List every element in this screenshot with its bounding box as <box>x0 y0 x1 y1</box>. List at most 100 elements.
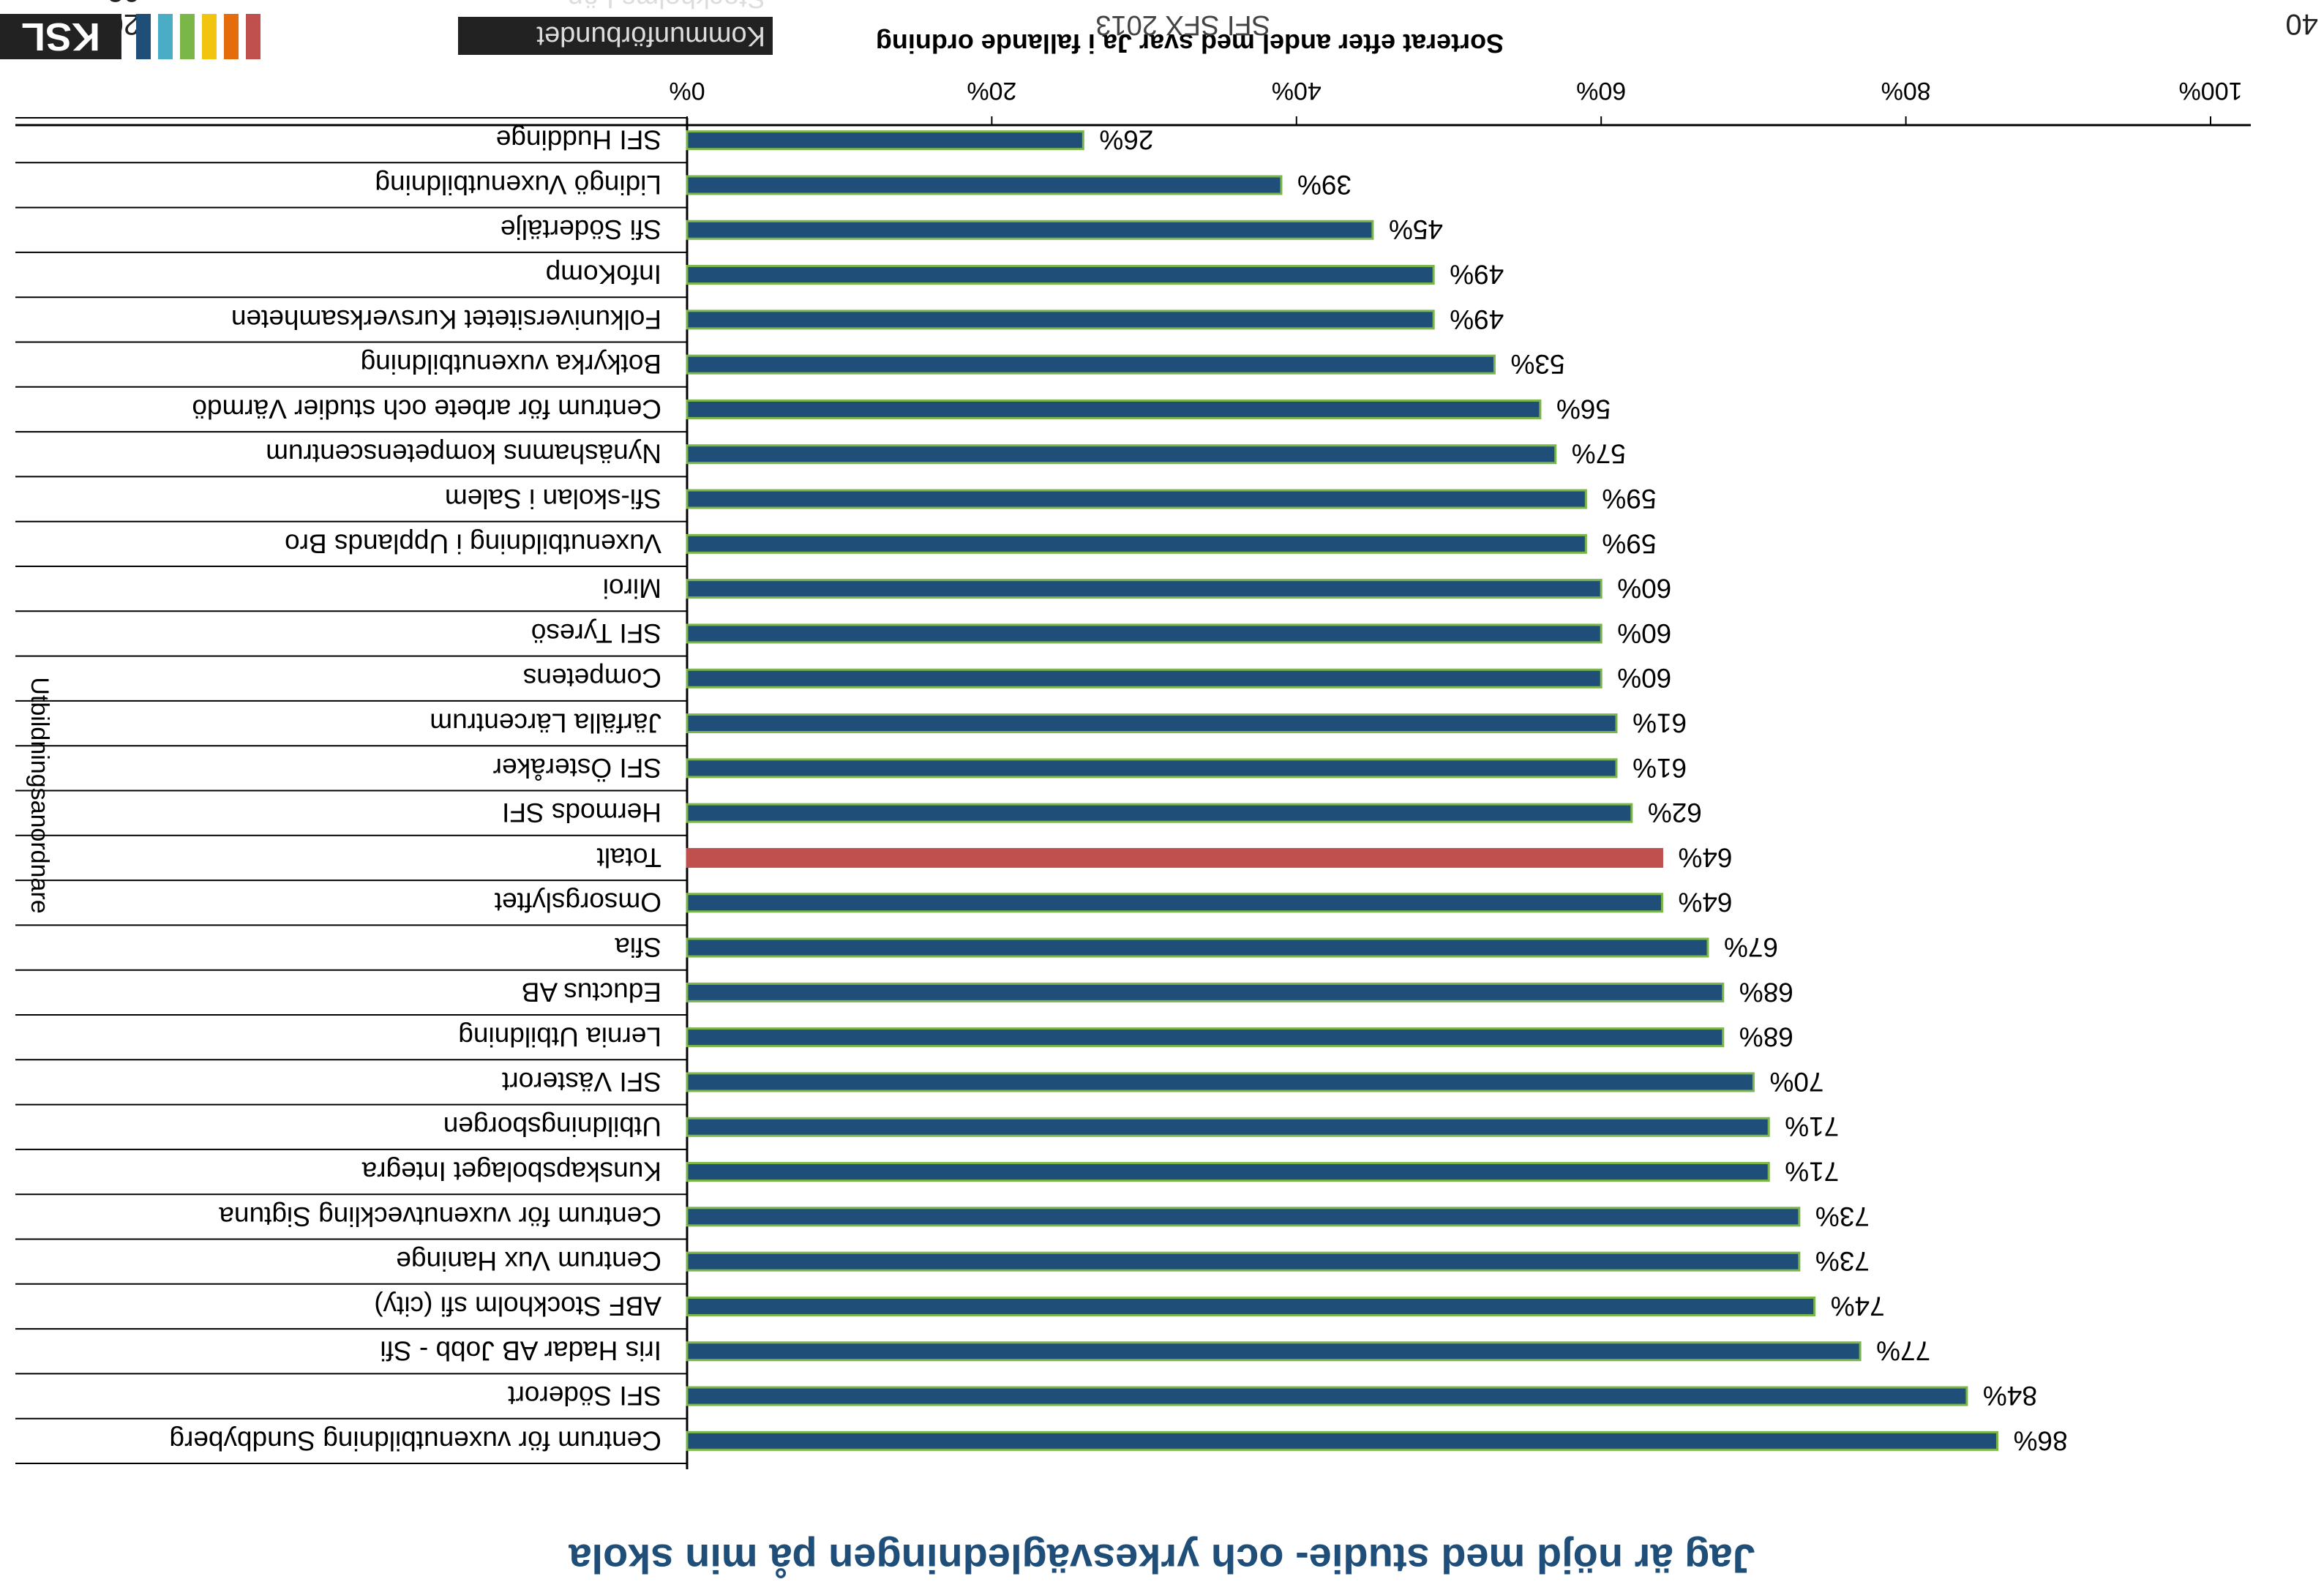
data-label: 77% <box>1876 1336 1930 1366</box>
category-label: SFI Söderort <box>508 1381 661 1411</box>
bar <box>686 982 1725 1002</box>
data-label: 70% <box>1769 1067 1823 1097</box>
category-label: ABF Stockholm sfi (city) <box>374 1291 661 1321</box>
data-label: 59% <box>1602 528 1656 558</box>
category-label: Botkyrka vuxenutbildning <box>361 349 661 379</box>
bar <box>686 399 1542 419</box>
bar <box>686 579 1603 599</box>
x-tick-label: 0% <box>669 77 705 105</box>
category-label: Järfälla Lärcentrum <box>430 708 661 738</box>
bar <box>686 1027 1725 1048</box>
footer-label: SFI SFX 2013 <box>1095 10 1270 40</box>
data-label: 73% <box>1815 1246 1870 1276</box>
category-label: Centrum för vuxenutveckling Sigtuna <box>219 1201 661 1231</box>
category-label: Lernia Utbildning <box>458 1022 661 1052</box>
category-label: Vuxenutbildning i Upplands Bro <box>285 528 661 558</box>
x-tick-label: 20% <box>967 77 1016 105</box>
bar <box>686 265 1435 285</box>
category-label: Utbildningsborgen <box>443 1111 661 1141</box>
data-label: 60% <box>1617 663 1671 693</box>
data-label: 86% <box>2014 1425 2068 1455</box>
x-tick-label: 80% <box>1881 77 1931 105</box>
data-label: 74% <box>1831 1291 1885 1321</box>
category-label: Hermods SFI <box>502 798 661 828</box>
data-label: 56% <box>1556 394 1611 424</box>
category-label: Folkuniversitetet Kursverksamheten <box>231 304 661 334</box>
data-label: 59% <box>1602 484 1656 514</box>
data-label: 64% <box>1678 842 1732 872</box>
category-label: Nynäshamns kompetenscentrum <box>266 439 661 469</box>
bar <box>686 489 1587 509</box>
category-label: Competens <box>523 663 661 693</box>
data-label: 57% <box>1572 439 1626 469</box>
bar <box>686 713 1618 734</box>
bar <box>686 130 1084 151</box>
category-label: Sfiа <box>615 932 661 962</box>
category-label: SFI Österåker <box>493 753 661 783</box>
bar <box>686 623 1603 644</box>
data-label: 45% <box>1389 214 1443 244</box>
bar <box>686 533 1587 554</box>
bar <box>686 354 1496 375</box>
data-label: 61% <box>1633 753 1687 783</box>
data-label: 49% <box>1450 260 1504 290</box>
bar <box>686 1251 1801 1272</box>
bar <box>686 1386 1968 1406</box>
bar <box>686 444 1557 465</box>
bar <box>686 1430 1999 1451</box>
category-label: Centrum för arbete och studier Värmdö <box>192 394 661 424</box>
ksl-logo-mark: KSL <box>0 14 121 59</box>
category-label: Sfi Södertälje <box>501 214 661 244</box>
bar <box>686 1072 1755 1092</box>
data-label: 68% <box>1739 1022 1793 1052</box>
data-label: 60% <box>1617 574 1671 604</box>
x-tick-label: 40% <box>1272 77 1322 105</box>
data-label: 64% <box>1678 888 1732 918</box>
bar <box>686 1117 1770 1137</box>
category-label: Totalt <box>596 842 661 872</box>
x-tick-label: 100% <box>2179 77 2243 105</box>
category-label: Centrum Vux Haninge <box>396 1246 661 1276</box>
data-label: 62% <box>1648 798 1702 828</box>
bar <box>686 668 1603 689</box>
bar <box>686 937 1709 958</box>
category-label: Kunskapsbolaget Integra <box>361 1157 661 1187</box>
data-label: 49% <box>1450 304 1504 334</box>
category-label: Omsorgslyftet <box>494 888 661 918</box>
data-label: 39% <box>1297 170 1352 200</box>
category-label: Lidingö Vuxenutbildning <box>375 170 661 200</box>
category-label: Iris Hadar AB Jobb - Sfi <box>380 1336 661 1366</box>
x-tick-label: 60% <box>1576 77 1626 105</box>
bar <box>686 175 1283 195</box>
bar <box>686 1207 1801 1227</box>
ksl-logo-stripes-icon <box>129 14 260 59</box>
bar <box>686 220 1374 240</box>
category-label: InfoKomp <box>546 260 661 290</box>
category-label: Sfi-skolan i Salem <box>445 484 661 514</box>
bar <box>686 893 1663 913</box>
data-label: 53% <box>1510 349 1564 379</box>
bar <box>686 310 1435 330</box>
category-label: Centrum för vuxenutbildning Sundbyberg <box>169 1425 661 1455</box>
bar <box>686 1296 1816 1316</box>
data-label: 71% <box>1785 1111 1839 1141</box>
data-label: 71% <box>1785 1157 1839 1187</box>
data-label: 60% <box>1617 618 1671 648</box>
data-label: 68% <box>1739 977 1793 1007</box>
data-label: 73% <box>1815 1201 1870 1231</box>
bar-total <box>686 847 1663 868</box>
category-label: SFI Tyresö <box>531 618 661 648</box>
y-axis-label: Utbildningsanordnare <box>26 677 53 913</box>
data-label: 26% <box>1099 125 1153 155</box>
category-label: SFI Huddinge <box>496 125 661 155</box>
bar <box>686 1341 1862 1362</box>
data-label: 67% <box>1724 932 1778 962</box>
bar <box>686 803 1633 823</box>
category-label: Eductus AB <box>522 977 661 1007</box>
bar <box>686 758 1618 779</box>
data-label: 84% <box>1983 1381 2037 1411</box>
category-label: SFI Västerort <box>501 1067 661 1097</box>
